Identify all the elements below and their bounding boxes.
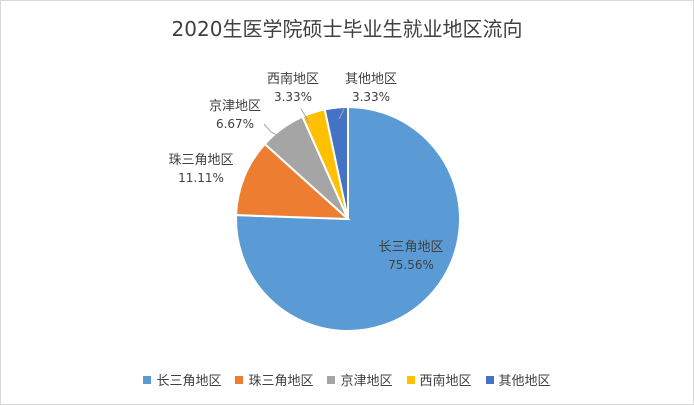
legend-swatch [143, 375, 152, 384]
leader-line [338, 108, 345, 120]
leader-line [300, 108, 310, 124]
slice-label: 京津地区 [209, 99, 261, 114]
slice-label: 其他地区 [345, 72, 397, 87]
legend-label: 西南地区 [419, 374, 472, 389]
slice-value-label: 6.67% [216, 117, 254, 131]
legend-item: 长三角地区 [143, 370, 221, 389]
legend-swatch [327, 375, 336, 384]
chart-title: 2020生医学院硕士毕业生就业地区流向 [171, 17, 523, 41]
legend-label: 长三角地区 [156, 374, 222, 389]
legend-item: 京津地区 [327, 370, 393, 389]
slice-value-label: 11.11% [178, 171, 224, 185]
legend-item: 西南地区 [406, 370, 472, 389]
legend-label: 其他地区 [498, 374, 551, 389]
slice-label: 长三角地区 [378, 240, 443, 255]
legend-label: 珠三角地区 [248, 374, 314, 389]
legend-swatch [485, 375, 494, 384]
legend-swatch [235, 375, 244, 384]
leader-line [263, 123, 285, 140]
slice-label: 珠三角地区 [168, 153, 233, 168]
legend-label: 京津地区 [340, 374, 393, 389]
chart-legend: 长三角地区 珠三角地区 京津地区 西南地区 其他地区 [1, 370, 693, 389]
slice-label: 西南地区 [267, 71, 319, 87]
slice-value-label: 3.33% [352, 90, 390, 104]
legend-swatch [406, 375, 415, 384]
slice-value-label: 75.56% [388, 258, 434, 272]
pie-slice [235, 142, 351, 221]
slice-value-label: 3.33% [274, 90, 312, 104]
legend-item: 珠三角地区 [235, 370, 313, 389]
pie-slice [323, 105, 349, 220]
legend-item: 其他地区 [485, 370, 551, 389]
